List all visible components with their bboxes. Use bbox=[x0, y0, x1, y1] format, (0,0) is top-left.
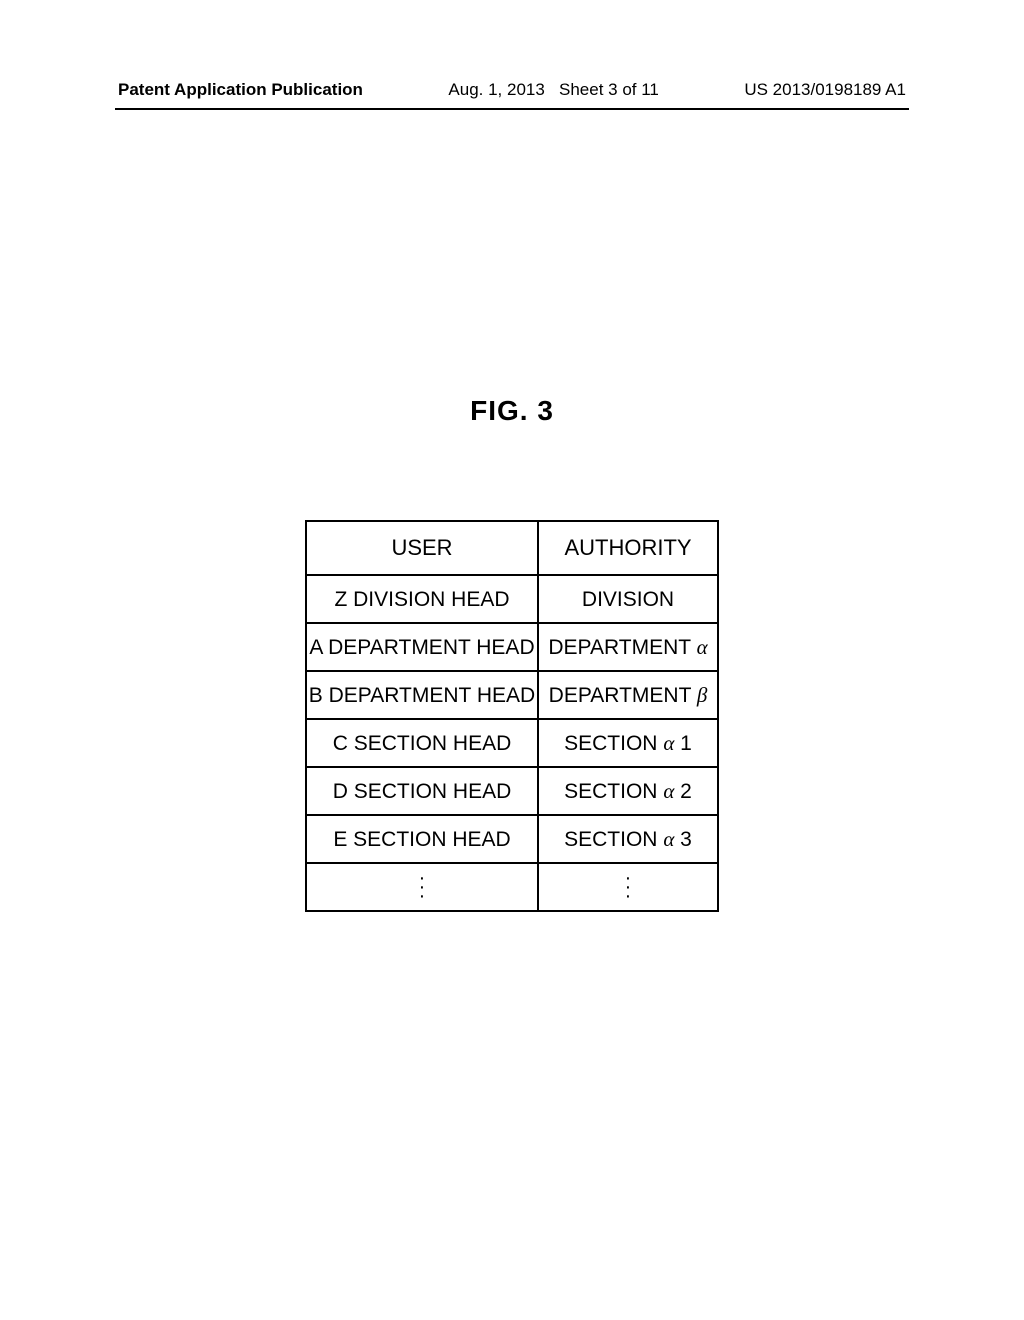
auth-greek: α bbox=[663, 827, 674, 851]
cell-authority: DEPARTMENT α bbox=[538, 623, 718, 671]
cell-user: E SECTION HEAD bbox=[306, 815, 538, 863]
table-header-row: USER AUTHORITY bbox=[306, 521, 718, 575]
page-header: Patent Application Publication Aug. 1, 2… bbox=[118, 80, 906, 100]
header-sheet: Sheet 3 of 11 bbox=[559, 80, 659, 99]
cell-authority: DEPARTMENT β bbox=[538, 671, 718, 719]
table-row: E SECTION HEAD SECTION α 3 bbox=[306, 815, 718, 863]
table-row: Z DIVISION HEAD DIVISION bbox=[306, 575, 718, 623]
table-row: D SECTION HEAD SECTION α 2 bbox=[306, 767, 718, 815]
table-row: B DEPARTMENT HEAD DEPARTMENT β bbox=[306, 671, 718, 719]
vertical-ellipsis-icon: ··· bbox=[419, 868, 426, 907]
cell-authority: DIVISION bbox=[538, 575, 718, 623]
cell-user: C SECTION HEAD bbox=[306, 719, 538, 767]
vertical-ellipsis-icon: ··· bbox=[625, 868, 632, 907]
auth-greek: α bbox=[697, 635, 708, 659]
table-body: Z DIVISION HEAD DIVISION A DEPARTMENT HE… bbox=[306, 575, 718, 911]
authority-table: USER AUTHORITY Z DIVISION HEAD DIVISION … bbox=[305, 520, 719, 912]
auth-text: SECTION bbox=[564, 732, 663, 755]
ellipsis-cell: ··· bbox=[538, 863, 718, 911]
header-date: Aug. 1, 2013 bbox=[448, 80, 544, 99]
table-ellipsis-row: ··· ··· bbox=[306, 863, 718, 911]
cell-authority: SECTION α 1 bbox=[538, 719, 718, 767]
column-header-authority: AUTHORITY bbox=[538, 521, 718, 575]
column-header-user: USER bbox=[306, 521, 538, 575]
auth-greek: α bbox=[663, 731, 674, 755]
auth-text: DEPARTMENT bbox=[549, 684, 697, 707]
header-rule bbox=[115, 108, 909, 110]
auth-text: SECTION bbox=[564, 780, 663, 803]
auth-text: DEPARTMENT bbox=[548, 636, 696, 659]
auth-suffix: 3 bbox=[674, 828, 692, 851]
table-row: A DEPARTMENT HEAD DEPARTMENT α bbox=[306, 623, 718, 671]
ellipsis-cell: ··· bbox=[306, 863, 538, 911]
header-publication-number: US 2013/0198189 A1 bbox=[744, 80, 906, 100]
auth-text: DIVISION bbox=[582, 588, 674, 611]
cell-authority: SECTION α 2 bbox=[538, 767, 718, 815]
authority-table-wrap: USER AUTHORITY Z DIVISION HEAD DIVISION … bbox=[305, 520, 719, 912]
table-row: C SECTION HEAD SECTION α 1 bbox=[306, 719, 718, 767]
auth-text: SECTION bbox=[564, 828, 663, 851]
figure-label: FIG. 3 bbox=[0, 395, 1024, 427]
header-publication-type: Patent Application Publication bbox=[118, 80, 363, 100]
auth-greek: α bbox=[663, 779, 674, 803]
auth-suffix: 2 bbox=[674, 780, 692, 803]
cell-user: Z DIVISION HEAD bbox=[306, 575, 538, 623]
auth-suffix: 1 bbox=[674, 732, 692, 755]
auth-greek: β bbox=[697, 683, 707, 707]
cell-authority: SECTION α 3 bbox=[538, 815, 718, 863]
cell-user: A DEPARTMENT HEAD bbox=[306, 623, 538, 671]
cell-user: D SECTION HEAD bbox=[306, 767, 538, 815]
header-date-sheet: Aug. 1, 2013 Sheet 3 of 11 bbox=[448, 80, 658, 100]
cell-user: B DEPARTMENT HEAD bbox=[306, 671, 538, 719]
